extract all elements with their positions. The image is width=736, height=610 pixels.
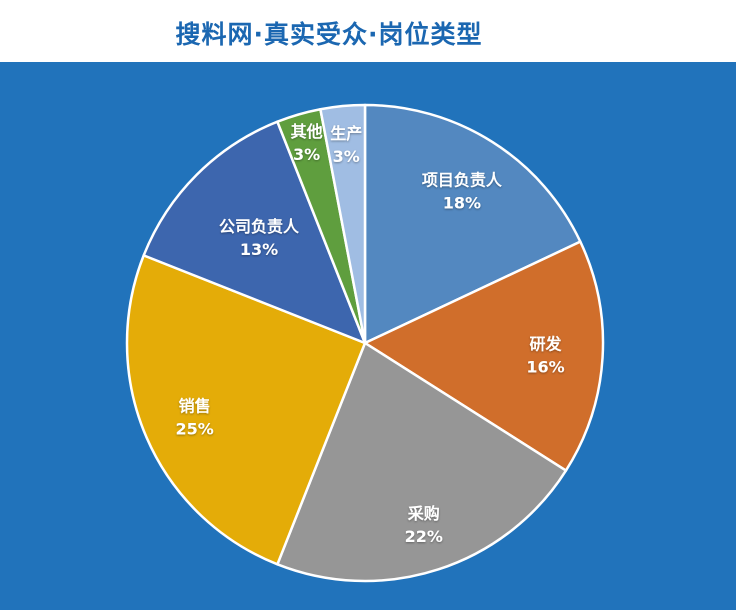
- slice-value-1: 16%: [526, 357, 564, 376]
- slice-label-1: 研发: [529, 334, 562, 353]
- slice-value-0: 18%: [443, 193, 481, 212]
- slice-value-4: 13%: [240, 240, 278, 259]
- pie-slice-0: [363, 103, 582, 345]
- slice-label-0: 项目负责人: [422, 170, 503, 189]
- pie-slice-2: [276, 341, 568, 583]
- pie-slice-1: [363, 240, 605, 472]
- slice-value-6: 3%: [333, 147, 360, 166]
- pie-chart: 项目负责人 18% 研发 16% 采购 22% 销售 25% 公司负责人 13% 其他 3% 生产 3%: [125, 103, 605, 583]
- chart-panel: 项目负责人 18% 研发 16% 采购 22% 销售 25% 公司负责人 13% 其他 3% 生产 3%: [0, 62, 736, 610]
- slice-value-5: 3%: [293, 145, 320, 164]
- slice-label-4: 公司负责人: [219, 217, 300, 236]
- slice-label-3: 销售: [179, 397, 211, 416]
- pie-slice-3: [125, 254, 367, 566]
- slice-label-6: 生产: [330, 124, 362, 143]
- slice-value-3: 25%: [175, 420, 213, 439]
- header: 搜料网·真实受众·岗位类型: [0, 0, 736, 62]
- pie-slice-4: [142, 120, 367, 345]
- slice-value-2: 22%: [405, 527, 443, 546]
- page-title: 搜料网·真实受众·岗位类型: [175, 20, 483, 49]
- slice-label-2: 采购: [407, 504, 440, 523]
- slice-label-5: 其他: [291, 122, 323, 141]
- pie-slice-6: [319, 103, 367, 345]
